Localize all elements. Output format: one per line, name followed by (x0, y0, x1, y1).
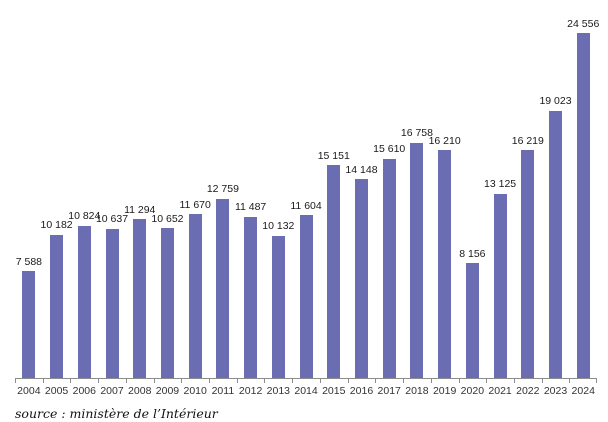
value-label: 15 151 (317, 149, 350, 162)
bar (354, 179, 368, 378)
bar-column: 15 151 (317, 149, 350, 378)
bar-column: 11 670 (179, 198, 211, 378)
value-label: 11 670 (179, 198, 211, 211)
bar (382, 158, 396, 378)
bar (188, 214, 202, 378)
x-tick-label: 2024 (569, 379, 597, 397)
x-tick-label: 2006 (70, 379, 98, 397)
bar-column: 10 182 (40, 219, 73, 378)
x-tick-label: 2023 (541, 379, 570, 397)
bar (493, 193, 507, 378)
value-label: 16 219 (511, 134, 544, 147)
bar-column: 16 219 (511, 134, 544, 378)
bar (327, 165, 341, 378)
x-tick-label: 2013 (264, 379, 292, 397)
bar-column: 11 294 (124, 203, 156, 378)
bar-column: 10 652 (151, 212, 184, 378)
value-label: 13 125 (484, 178, 517, 191)
value-label: 10 637 (95, 213, 129, 226)
bar-column: 14 148 (345, 163, 378, 378)
x-tick-label: 2012 (236, 379, 265, 397)
bar (576, 33, 590, 378)
value-label: 10 132 (262, 220, 295, 233)
value-label: 11 294 (124, 203, 156, 216)
bar (438, 150, 452, 378)
value-label: 10 182 (40, 219, 73, 232)
bar (22, 271, 36, 378)
x-tick-label: 2009 (153, 379, 182, 397)
bar-column: 19 023 (539, 95, 572, 378)
bar (244, 216, 258, 378)
value-label: 10 652 (151, 212, 184, 225)
x-tick-label: 2010 (181, 379, 209, 397)
bar (521, 150, 535, 378)
value-label: 8 156 (459, 247, 486, 260)
x-tick-label: 2022 (513, 379, 542, 397)
value-label: 11 487 (234, 201, 267, 214)
bar (77, 225, 91, 378)
source-caption: source : ministère de l’Intérieur (15, 406, 218, 421)
value-label: 16 210 (428, 134, 461, 147)
value-label: 16 758 (400, 127, 433, 140)
bar (50, 234, 64, 378)
x-tick-label: 2016 (347, 379, 376, 397)
bar-column: 13 125 (484, 178, 517, 378)
x-tick-label: 2021 (486, 379, 514, 397)
value-label: 24 556 (567, 17, 600, 30)
value-label: 14 148 (345, 163, 378, 176)
value-label: 10 824 (68, 210, 101, 223)
plot-area: 7 588 10 182 10 824 10 637 11 294 10 652 11 67… (15, 17, 600, 378)
value-label: 15 610 (373, 143, 406, 156)
bar-column: 16 758 (400, 127, 433, 378)
x-tick-label: 2019 (430, 379, 459, 397)
x-tick-label: 2011 (209, 379, 237, 397)
bar (271, 235, 285, 378)
bar (216, 198, 230, 378)
x-tick-label: 2007 (98, 379, 126, 397)
bar-column: 16 210 (428, 134, 461, 378)
bar (299, 215, 313, 378)
bar (105, 228, 119, 378)
bar-column: 15 610 (373, 143, 406, 378)
bar-column: 11 604 (290, 199, 322, 378)
x-tick-label: 2018 (403, 379, 431, 397)
bar-column: 12 759 (206, 183, 239, 378)
x-tick-label: 2020 (458, 379, 487, 397)
value-label: 19 023 (539, 95, 572, 108)
x-tick-label: 2004 (15, 379, 43, 397)
bar (410, 142, 424, 378)
bar-column: 11 487 (234, 201, 267, 378)
bar-column: 10 824 (68, 210, 101, 378)
bar (160, 228, 174, 378)
bar-column: 7 588 (15, 257, 43, 378)
bar-column: 24 556 (567, 17, 600, 378)
bar (549, 110, 563, 378)
value-label: 12 759 (206, 183, 239, 196)
bar-column: 10 132 (262, 220, 295, 378)
x-tick-label: 2017 (375, 379, 403, 397)
value-label: 7 588 (15, 255, 42, 268)
bar-column: 10 637 (95, 213, 129, 378)
x-tick-label: 2008 (125, 379, 154, 397)
value-label: 11 604 (290, 199, 322, 212)
x-tick-label: 2015 (319, 379, 348, 397)
bar (465, 263, 479, 378)
x-axis: 2004 2005 2006 2007 2008 2009 2010 2011 2012 2013… (15, 378, 597, 397)
x-tick-label: 2005 (42, 379, 71, 397)
x-tick-label: 2014 (292, 379, 320, 397)
bar (133, 219, 147, 378)
bar-column: 8 156 (459, 249, 487, 378)
